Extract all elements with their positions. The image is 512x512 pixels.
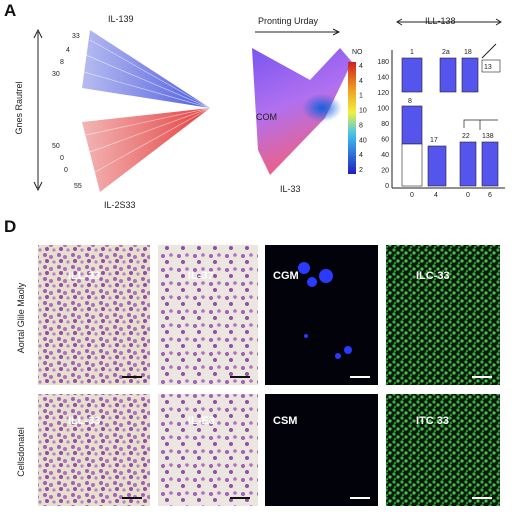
colorbar-tick: 4 (359, 152, 363, 159)
heatmap-shape (252, 48, 352, 175)
bars-title: ILL-138 (425, 16, 456, 26)
tick: 4 (66, 47, 70, 54)
micrograph (386, 245, 500, 385)
colorbar-tick: 40 (359, 137, 367, 144)
tick: 0 (64, 167, 68, 174)
tile-label: ILL-33 (68, 270, 100, 282)
tile-label: CGM (273, 270, 299, 282)
row-label: Cellsdonatel (16, 427, 26, 477)
micrograph (38, 394, 150, 506)
y-tick: 100 (377, 106, 389, 113)
bars (401, 57, 499, 187)
tile-label: IL-37 (188, 270, 214, 282)
x-tick: 6 (488, 192, 492, 199)
nucleus (307, 277, 317, 287)
y-tick: 180 (377, 59, 389, 66)
y-tick: 20 (381, 168, 389, 175)
tile-label: CSM (273, 415, 297, 427)
bar-label: 8 (408, 98, 412, 105)
colorbar (348, 62, 356, 174)
fan-bottom (82, 108, 210, 192)
x-tick: 0 (466, 192, 470, 199)
heatmap-core (302, 94, 342, 122)
fan-top (82, 30, 210, 108)
tick: 55 (74, 183, 82, 190)
arrow-head (332, 28, 341, 36)
tile-label: ILL-33 (68, 415, 100, 427)
colorbar-tick: 8 (359, 122, 363, 129)
tick: 50 (52, 143, 60, 150)
callout-label: 13 (484, 64, 492, 71)
fan-bottom-label: IL-2S33 (104, 200, 136, 210)
nucleus (304, 334, 308, 338)
bar-label: 138 (482, 133, 494, 140)
colorbar-tick: 2 (359, 167, 363, 174)
y-label: Gnes Rautrel (14, 81, 24, 134)
callout-box (481, 59, 501, 73)
arrow (396, 18, 502, 26)
arrow-heads (33, 28, 43, 192)
nucleus (298, 262, 310, 274)
tile-label: IL-E3 (188, 415, 215, 427)
panel-label: D (4, 217, 16, 236)
row-label: Aortal Glile Maoly (16, 282, 26, 353)
tile-label: ITC 33 (416, 415, 449, 427)
micrograph (158, 245, 258, 385)
callout-line (481, 43, 497, 59)
nucleus (335, 353, 341, 359)
colorbar-tick: 4 (359, 78, 363, 85)
bar-base (401, 143, 423, 187)
bracket (463, 119, 498, 130)
bar-label: 1 (410, 49, 414, 56)
heatmap-title: Pronting Urday (258, 16, 319, 26)
bar-label: 22 (462, 133, 470, 140)
y-tick: 0 (385, 183, 389, 190)
tick: 30 (52, 71, 60, 78)
micrograph (265, 394, 378, 506)
y-tick: 60 (381, 137, 389, 144)
nucleus (319, 269, 333, 283)
tick: 0 (60, 155, 64, 162)
colorbar-title: NO (352, 49, 363, 56)
micrograph (386, 394, 500, 506)
fan-top-label: IL-139 (108, 14, 134, 24)
colorbar-tick: 10 (359, 108, 367, 115)
nucleus (344, 346, 352, 354)
tile-label: ILC-33 (416, 270, 450, 282)
panel-label: A (4, 1, 16, 20)
x-tick: 4 (434, 192, 438, 199)
heatmap-center-label: COM (256, 112, 277, 122)
colorbar-tick: 1 (359, 93, 363, 100)
y-tick: 40 (381, 152, 389, 159)
colorbar-tick: 4 (359, 63, 363, 70)
micrograph (158, 394, 258, 506)
x-tick: 0 (410, 192, 414, 199)
heatmap-bottom-label: IL-33 (280, 184, 301, 194)
y-tick: 120 (377, 90, 389, 97)
micrograph (265, 245, 378, 385)
fan-lines (83, 39, 211, 173)
bar-label: 18 (464, 49, 472, 56)
bar-label: 17 (430, 137, 438, 144)
tick: 8 (60, 59, 64, 66)
micrograph (38, 245, 150, 385)
tick: 33 (72, 33, 80, 40)
y-tick: 80 (381, 121, 389, 128)
bar-label: 2a (442, 49, 450, 56)
y-tick: 140 (377, 75, 389, 82)
